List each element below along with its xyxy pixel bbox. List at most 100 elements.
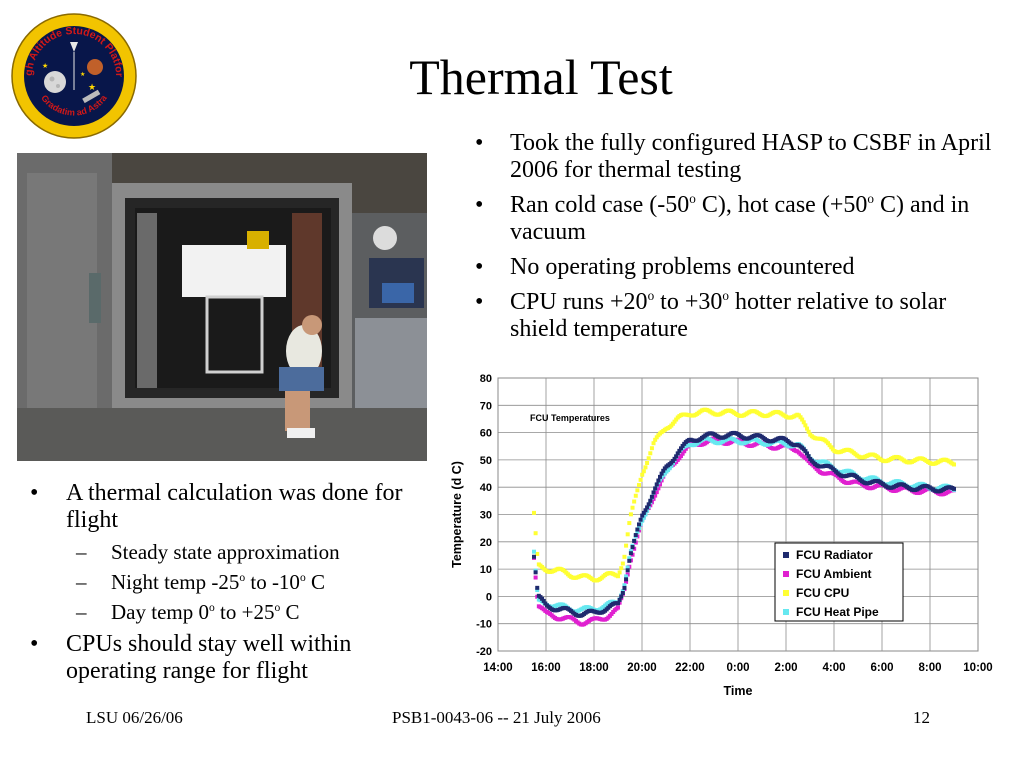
data-point: [674, 454, 679, 459]
footer-document-id: PSB1-0043-06 -- 21 July 2006: [392, 708, 601, 727]
data-point: [632, 538, 637, 543]
legend-label: FCU Ambient: [796, 567, 872, 581]
y-tick-label: 60: [480, 428, 492, 440]
data-point: [532, 549, 536, 554]
data-point: [616, 574, 620, 579]
data-point: [801, 420, 806, 425]
degree-mark: o: [299, 571, 306, 584]
data-point: [624, 543, 629, 548]
data-point: [624, 577, 629, 582]
degree-mark: o: [208, 601, 215, 614]
data-point: [624, 574, 629, 579]
data-point: [535, 551, 540, 556]
svg-text:★: ★: [80, 71, 85, 78]
right-bullet-list: • Took the fully configured HASP to CSBF…: [475, 130, 1005, 351]
sub-bullet-item: – Day temp 0o to +25o C: [66, 599, 440, 625]
data-point: [643, 508, 648, 513]
bullet-text: Took the fully configured HASP to CSBF i…: [510, 130, 992, 183]
sub-bullet-list: – Steady state approximation – Night tem…: [66, 539, 440, 625]
data-point: [827, 443, 832, 448]
legend-box: [774, 542, 904, 622]
data-point: [635, 488, 640, 493]
data-point: [683, 446, 688, 451]
bullet-dot: •: [475, 289, 484, 315]
legend-swatch: [783, 552, 789, 558]
data-point: [677, 456, 682, 461]
data-point: [672, 419, 677, 424]
bullet-text: A thermal calculation was done for fligh…: [66, 480, 403, 533]
data-point: [625, 532, 630, 537]
monitor: [382, 283, 414, 303]
data-point: [627, 558, 632, 563]
data-point: [952, 462, 956, 467]
technician: [286, 325, 322, 377]
legend-label: FCU Radiator: [796, 548, 873, 562]
data-point: [532, 510, 536, 515]
data-point: [680, 443, 685, 448]
y-tick-label: -10: [476, 619, 492, 631]
y-tick-label: 10: [480, 564, 492, 576]
hasp-payload: [182, 245, 286, 297]
balloon-icon: [70, 42, 78, 52]
bullet-item: • A thermal calculation was done for fli…: [30, 480, 440, 625]
data-point: [630, 505, 635, 510]
legend-label: FCU Heat Pipe: [796, 605, 879, 619]
y-tick-label: 70: [480, 400, 492, 412]
y-tick-label: -20: [476, 646, 492, 658]
data-point: [533, 531, 538, 536]
x-tick-label: 2:00: [774, 662, 797, 674]
data-point: [653, 486, 658, 491]
legend-swatch: [783, 590, 789, 596]
data-point: [620, 591, 625, 596]
bullet-text: CPU runs +20o to +30o hotter relative to…: [510, 287, 947, 342]
bullet-text: CPUs should stay well within operating r…: [66, 631, 352, 684]
data-point: [635, 529, 640, 534]
data-point: [622, 554, 627, 559]
x-tick-label: 22:00: [675, 662, 704, 674]
bullet-text: No operating problems encountered: [510, 254, 855, 280]
data-point: [640, 513, 645, 518]
data-point: [619, 594, 624, 599]
data-point: [651, 441, 656, 446]
data-point: [645, 505, 650, 510]
bullet-dot: •: [475, 130, 484, 156]
data-point: [653, 437, 658, 442]
sub-bullet-text: Day temp 0o to +25o C: [111, 600, 300, 624]
y-tick-label: 0: [486, 591, 492, 603]
degree-mark: o: [867, 190, 874, 206]
fcu-temperature-chart: -20 -10 0 10 20 30 40 50 60 70 80 14:00 16:00 18:00 20…: [450, 373, 993, 698]
data-point: [659, 471, 664, 476]
sub-bullet-item: – Steady state approximation: [66, 539, 440, 565]
legend: FCU Radiator FCU Ambient FCU CPU FCU Heat P…: [774, 542, 904, 622]
degree-mark: o: [689, 190, 696, 206]
data-point: [635, 527, 640, 532]
data-point: [654, 435, 659, 440]
data-point: [806, 429, 811, 434]
data-point: [670, 421, 675, 426]
data-point: [627, 556, 632, 561]
data-point: [637, 483, 641, 488]
moon-icon: [44, 71, 66, 93]
bullet-dot: •: [475, 192, 484, 218]
data-point: [638, 477, 643, 482]
data-point: [627, 521, 632, 526]
x-tick-label: 16:00: [531, 662, 560, 674]
data-point: [656, 478, 661, 483]
data-point: [633, 533, 638, 538]
dash-mark: –: [76, 570, 87, 594]
data-point: [541, 598, 546, 603]
data-point: [535, 585, 540, 590]
data-point: [806, 454, 811, 459]
y-tick-label: 20: [480, 537, 492, 549]
sub-bullet-text: Night temp -25o to -10o C: [111, 570, 325, 594]
bullet-item: • No operating problems encountered: [475, 254, 1005, 281]
series-fcu-radiator: [532, 430, 956, 618]
data-point: [640, 472, 645, 477]
data-point: [617, 597, 622, 602]
data-point: [680, 451, 685, 456]
data-point: [677, 448, 682, 453]
sub-bullet-text: Steady state approximation: [111, 540, 340, 564]
legend-swatch: [783, 609, 789, 615]
data-point: [645, 460, 650, 465]
data-point: [805, 451, 809, 456]
